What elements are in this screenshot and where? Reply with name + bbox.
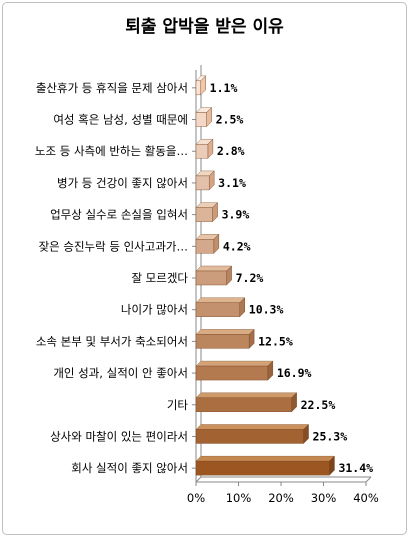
bar-front <box>195 460 330 476</box>
category-label: 개인 성과, 실적이 안 좋아서 <box>53 366 188 380</box>
category-label: 기타 <box>167 398 189 412</box>
category-label: 잦은 승진누락 등 인사고과가… <box>39 239 188 253</box>
bar <box>195 170 215 191</box>
x-tick-label: 30% <box>311 491 337 505</box>
floor-corner-line <box>195 476 202 483</box>
bar-front <box>195 429 304 444</box>
x-tick-label: 0% <box>187 491 205 505</box>
bar-front <box>195 175 210 191</box>
floor-right-line <box>365 476 372 483</box>
data-label: 2.5% <box>216 113 244 127</box>
bar-front <box>195 334 250 349</box>
chart-labels: 1.1% 출산휴가 등 휴직을 문제 삼아서 2.5% 여성 혹은 남성, 성별 때문… <box>35 81 373 475</box>
bar <box>195 75 207 96</box>
bar-top <box>195 392 298 398</box>
data-label: 3.1% <box>218 176 246 190</box>
bar <box>195 423 310 444</box>
bar <box>195 138 214 159</box>
bar-front <box>195 365 269 381</box>
x-tick-label: 40% <box>353 491 379 505</box>
bar-front <box>195 397 292 412</box>
data-label: 31.4% <box>338 461 373 475</box>
bar-top <box>195 265 233 272</box>
bar <box>195 392 298 413</box>
data-label: 4.2% <box>223 239 251 253</box>
bar-front <box>195 112 207 127</box>
category-label: 노조 등 사측에 반하는 활동을… <box>35 144 188 158</box>
category-label: 잘 모르겠다 <box>131 271 188 285</box>
category-label: 나이가 많아서 <box>121 303 188 317</box>
category-label: 출산휴가 등 휴직을 문제 삼아서 <box>36 81 188 95</box>
category-label: 회사 실적이 좋지 않아서 <box>71 461 188 475</box>
bar <box>195 328 255 349</box>
bar-series <box>195 75 335 476</box>
category-label: 상사와 마찰이 있는 편이라서 <box>50 429 188 443</box>
category-label: 업무상 실수로 손실을 입혀서 <box>50 208 188 222</box>
chart-title: 퇴출 압박을 받은 이유 <box>125 17 284 37</box>
data-label: 25.3% <box>313 429 348 443</box>
bar <box>195 455 335 476</box>
x-tick-label: 20% <box>268 491 294 505</box>
data-label: 12.5% <box>258 334 293 348</box>
bar-front <box>195 270 227 286</box>
data-label: 16.9% <box>277 366 312 380</box>
bar-top <box>195 455 335 462</box>
bar-top <box>195 329 255 335</box>
bar-front <box>195 80 201 96</box>
data-label: 22.5% <box>301 398 336 412</box>
category-label: 소속 본부 및 부서가 축소되어서 <box>36 334 188 348</box>
bar-top <box>195 360 274 367</box>
bar <box>195 202 219 223</box>
data-label: 7.2% <box>236 271 264 285</box>
data-label: 2.8% <box>217 144 245 158</box>
bar <box>195 297 246 318</box>
bar <box>195 360 274 381</box>
bar-front <box>195 302 240 317</box>
bar-front <box>195 144 209 159</box>
bar-front <box>195 239 215 254</box>
data-label: 10.3% <box>249 303 284 317</box>
bar <box>195 233 220 254</box>
bar-front <box>195 207 213 222</box>
data-label: 3.9% <box>222 208 250 222</box>
bar-top <box>195 424 310 430</box>
bar <box>195 265 233 286</box>
bar-top <box>195 297 246 303</box>
data-label: 1.1% <box>210 81 238 95</box>
category-label: 여성 혹은 남성, 성별 때문에 <box>53 113 188 127</box>
bar <box>195 107 213 128</box>
x-tick-label: 10% <box>226 491 252 505</box>
category-label: 병가 등 건강이 좋지 않아서 <box>57 176 188 190</box>
chart-axes: 0% 10% 20% 30% 40% <box>187 65 379 505</box>
